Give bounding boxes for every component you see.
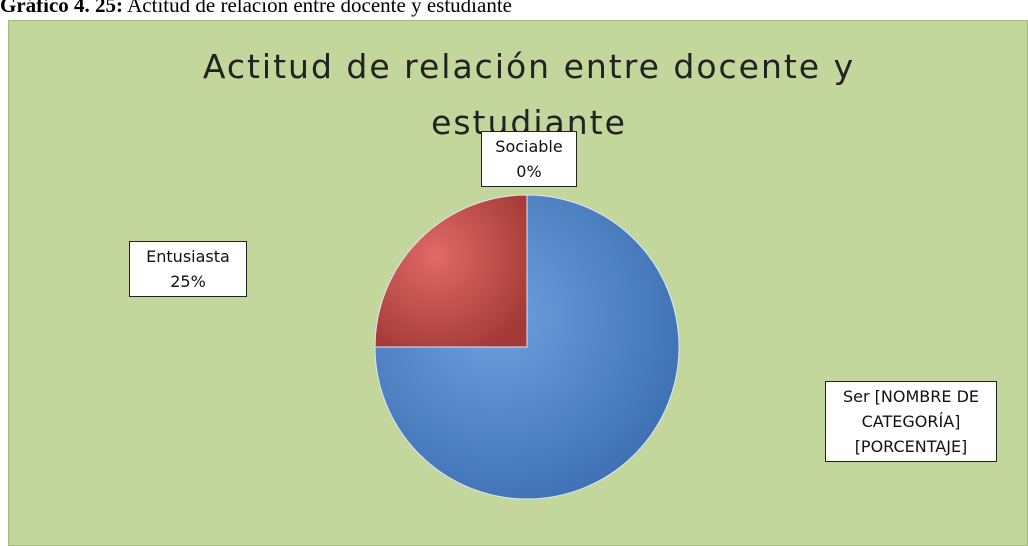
value-label: [NOMBRE DE CATEGORÍA] [PORCENTAJE] [854, 387, 979, 456]
caption-text: Actitud de relación entre docente y estu… [127, 0, 512, 17]
chart-area: Actitud de relación entre docente y estu… [8, 20, 1028, 546]
data-label: Entusiasta 25% [129, 241, 247, 297]
category-name: Sociable [495, 137, 563, 156]
category-name: Entusiasta [146, 247, 230, 266]
data-label: Sociable 0% [481, 131, 577, 187]
pie-slice [374, 194, 528, 348]
caption: Gráfico 4. 25: Actitud de relación entre… [0, 0, 512, 18]
caption-label: Gráfico 4. 25: [0, 0, 124, 17]
value-label: 0% [516, 162, 542, 181]
chart [374, 194, 680, 500]
pie-slice [374, 194, 680, 500]
data-label: Ser [NOMBRE DE CATEGORÍA] [PORCENTAJE] [825, 381, 997, 462]
category-name: Ser [843, 387, 870, 406]
value-label: 25% [170, 272, 206, 291]
